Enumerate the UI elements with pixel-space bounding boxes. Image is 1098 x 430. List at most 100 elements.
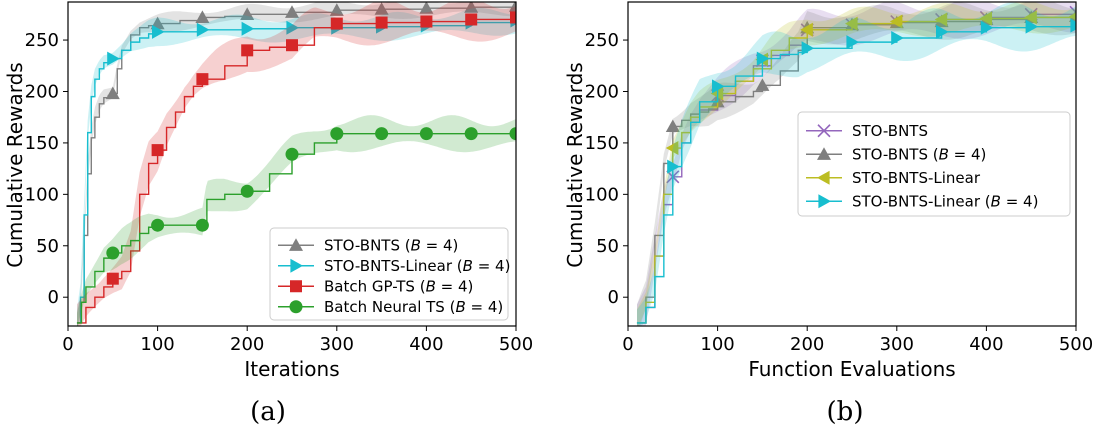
series-line-sto-bnts-linear-b-4 xyxy=(76,20,516,324)
legend-label: STO-BNTS-Linear (B = 4) xyxy=(852,192,1038,210)
legend-label: STO-BNTS (B = 4) xyxy=(852,145,986,163)
legend-label-suffix: = 4) xyxy=(473,257,511,275)
legend-label-text: STO-BNTS xyxy=(852,122,928,140)
marker-sto-bnts-linear-b-4-2 xyxy=(756,51,770,66)
y-tick-label: 200 xyxy=(25,81,59,102)
y-tick-label: 0 xyxy=(608,287,619,308)
marker-batch-gp-ts-b-4-1 xyxy=(151,144,164,157)
series-sto-bnts-b-4 xyxy=(76,2,516,326)
legend: STO-BNTS STO-BNTS (B = 4) STO-BNTS-Linear S… xyxy=(797,111,1071,217)
x-axis: 0 100 200 300 400 500 xyxy=(62,326,533,355)
x-tick-label: 400 xyxy=(409,334,443,355)
legend-label-suffix: = 4) xyxy=(466,298,504,316)
legend-label-var: B xyxy=(426,277,436,295)
marker-sto-bnts-linear-b-4-1 xyxy=(152,24,165,39)
legend-label-suffix: = 4) xyxy=(436,277,474,295)
marker-sto-bnts-b-4-5 xyxy=(329,3,344,16)
marker-sto-bnts-linear-b-4-9 xyxy=(1070,18,1076,33)
y-axis-title: Cumulative Rewards xyxy=(3,62,27,267)
x-tick-label: 300 xyxy=(320,334,354,355)
legend-label: STO-BNTS xyxy=(852,122,928,140)
legend-label-text: STO-BNTS ( xyxy=(324,236,411,254)
marker-sto-bnts-linear-b-4-2 xyxy=(196,22,210,37)
legend-item-sto-bnts-linear-b-4: STO-BNTS-Linear (B = 4) xyxy=(806,192,1038,210)
marker-sto-bnts-b-4-6 xyxy=(374,2,389,15)
axes-frame xyxy=(627,1,1077,327)
marker-sto-bnts-b-4-0 xyxy=(105,86,120,100)
panel-caption: (a) xyxy=(250,397,286,427)
legend-label-var: B xyxy=(455,298,465,316)
x-tick-label: 500 xyxy=(499,334,533,355)
panel-caption: (b) xyxy=(827,397,864,427)
x-tick-label: 0 xyxy=(62,334,73,355)
marker-batch-gp-ts-b-4-6 xyxy=(375,16,388,29)
marker-sto-bnts-b-4-7 xyxy=(419,2,434,14)
legend-box xyxy=(269,227,509,321)
legend-swatch-marker xyxy=(289,300,303,314)
marker-sto-bnts-linear-b-4-0 xyxy=(667,159,680,174)
x-tick-label: 400 xyxy=(969,334,1003,355)
y-axis: 0 50 100 150 200 250 xyxy=(25,30,68,308)
x-axis-title: Function Evaluations xyxy=(748,357,955,381)
marker-batch-neural-ts-b-4-1 xyxy=(151,218,165,232)
legend-label-suffix: = 4) xyxy=(949,145,987,163)
y-tick-label: 50 xyxy=(596,236,619,257)
legend-item-sto-bnts-b-4: STO-BNTS (B = 4) xyxy=(278,236,458,254)
legend-item-sto-bnts-b-4: STO-BNTS (B = 4) xyxy=(806,145,986,163)
marker-sto-bnts-linear-b-4-3 xyxy=(801,41,815,56)
legend-label-var: B xyxy=(411,236,421,254)
marker-sto-bnts-linear-4 xyxy=(845,16,858,31)
marker-sto-bnts-linear-b-4-0 xyxy=(107,51,120,66)
legend-swatch-marker xyxy=(817,147,831,160)
marker-batch-gp-ts-b-4-3 xyxy=(241,44,254,57)
legend-label-text: Batch GP-TS ( xyxy=(324,277,426,295)
legend-label-var: B xyxy=(991,192,1001,210)
marker-batch-neural-ts-b-4-5 xyxy=(330,127,344,141)
marker-batch-neural-ts-b-4-0 xyxy=(106,246,120,260)
y-tick-label: 150 xyxy=(25,133,59,154)
legend-label-suffix: = 4) xyxy=(421,236,459,254)
x-tick-label: 0 xyxy=(622,334,633,355)
marker-sto-bnts-9-stroke-a xyxy=(1069,5,1076,14)
legend-label-text: STO-BNTS-Linear ( xyxy=(852,192,991,210)
marker-sto-bnts-b-4-2 xyxy=(195,10,210,24)
marker-sto-bnts-linear-b-4-4 xyxy=(846,35,859,50)
marker-sto-bnts-b-4-2 xyxy=(755,78,770,91)
marker-sto-bnts-linear-b-4-3 xyxy=(241,21,255,36)
marker-sto-bnts-b-4-8 xyxy=(464,2,479,13)
legend-label-var: B xyxy=(463,257,473,275)
axes-frame xyxy=(67,1,517,327)
y-axis: 0 50 100 150 200 250 xyxy=(585,30,628,308)
x-tick-label: 200 xyxy=(230,334,264,355)
marker-sto-bnts-linear-5 xyxy=(889,14,903,29)
marker-sto-bnts-b-4-4 xyxy=(285,5,299,18)
confidence-band-batch-gp-ts-b-4 xyxy=(77,2,516,326)
y-tick-label: 250 xyxy=(25,30,59,51)
y-axis-title: Cumulative Rewards xyxy=(563,62,587,267)
marker-batch-gp-ts-b-4-5 xyxy=(330,17,343,30)
marker-sto-bnts-b-4-9 xyxy=(509,2,516,12)
legend-swatch-marker-stroke-b xyxy=(817,124,831,138)
legend: STO-BNTS (B = 4)STO-BNTS-Linear (B = 4)B… xyxy=(269,227,510,321)
marker-sto-bnts-linear-b-4-8 xyxy=(1025,19,1039,34)
marker-sto-bnts-linear-0 xyxy=(665,141,679,156)
legend-swatch-marker xyxy=(818,194,831,209)
x-tick-label: 200 xyxy=(790,334,824,355)
legend-label: STO-BNTS-Linear (B = 4) xyxy=(324,257,510,275)
marker-batch-neural-ts-b-4-2 xyxy=(195,218,209,232)
series-batch-gp-ts-b-4 xyxy=(76,2,516,326)
marker-batch-neural-ts-b-4-7 xyxy=(419,127,433,141)
legend-label-var: B xyxy=(939,145,949,163)
confidence-band-sto-bnts-linear-b-4 xyxy=(637,2,1076,326)
marker-batch-gp-ts-b-4-8 xyxy=(465,13,478,26)
legend-swatch-marker xyxy=(290,280,302,293)
marker-sto-bnts-linear-3 xyxy=(800,22,813,37)
legend-label: STO-BNTS (B = 4) xyxy=(324,236,458,254)
y-tick-label: 250 xyxy=(585,30,619,51)
legend-label: STO-BNTS-Linear xyxy=(852,169,981,187)
legend-label: Batch Neural TS (B = 4) xyxy=(324,298,503,316)
marker-batch-gp-ts-b-4-4 xyxy=(286,39,298,52)
legend-label: Batch GP-TS (B = 4) xyxy=(324,277,473,295)
marker-batch-neural-ts-b-4-4 xyxy=(285,147,299,161)
